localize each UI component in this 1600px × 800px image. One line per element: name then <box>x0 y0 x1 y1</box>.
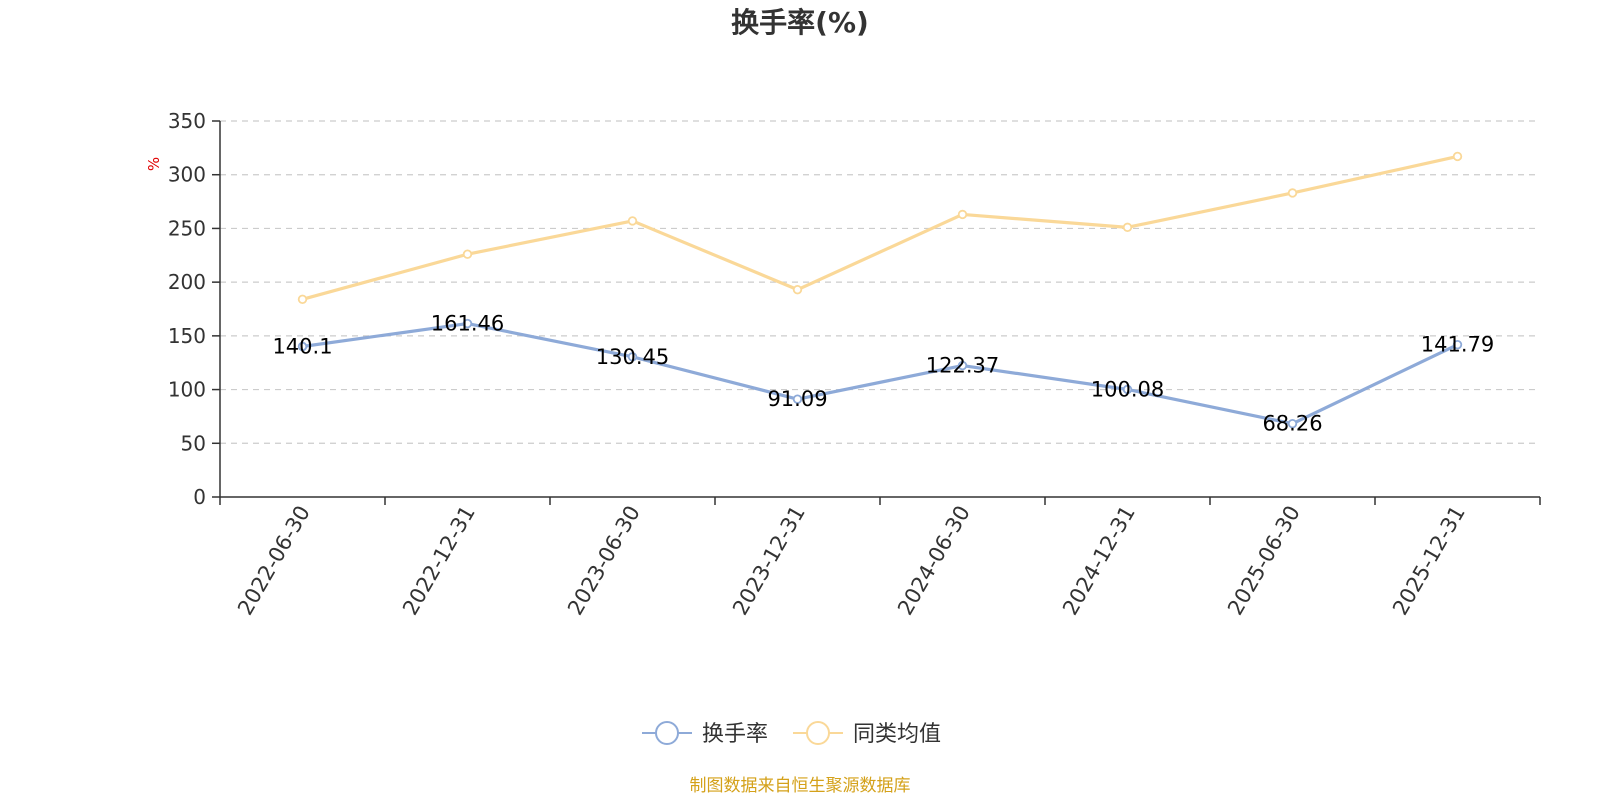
source-note: 制图数据来自恒生聚源数据库 <box>690 776 911 796</box>
data-point <box>957 360 968 371</box>
data-point <box>1452 339 1463 350</box>
data-label: 141.79 <box>1421 333 1494 357</box>
data-point <box>627 216 638 226</box>
y-tick-label: 250 <box>168 216 206 240</box>
legend-marker-icon <box>806 721 830 745</box>
y-tick-label: 200 <box>168 270 206 294</box>
data-point <box>792 284 803 295</box>
data-label: 140.1 <box>272 334 332 358</box>
y-tick-label: 150 <box>168 324 206 348</box>
data-label: 100.08 <box>1091 377 1164 401</box>
legend: 换手率 同类均值 <box>642 721 941 747</box>
data-label: 91.09 <box>767 387 827 411</box>
data-label: 161.46 <box>431 312 504 336</box>
y-tick-label: 50 <box>181 431 206 455</box>
x-tick-label: 2023-06-30 <box>563 502 645 620</box>
series <box>297 151 1463 429</box>
x-tick-label: 2024-12-31 <box>1058 502 1140 620</box>
grid-lines <box>220 120 1540 444</box>
y-tick-label: 350 <box>168 109 206 133</box>
data-point <box>297 294 308 305</box>
y-axis-ticks: 0 50 100 150 200 250 300 350 <box>168 109 220 509</box>
chart-title: 换手率(%) <box>731 6 869 39</box>
legend-label: 换手率 <box>702 722 768 747</box>
data-point <box>792 394 803 404</box>
y-tick-label: 0 <box>193 485 206 509</box>
data-point <box>462 318 473 329</box>
axes <box>219 121 1540 498</box>
data-label: 122.37 <box>926 354 999 378</box>
x-tick-label: 2023-12-31 <box>728 502 810 620</box>
data-label: 68.26 <box>1262 412 1322 436</box>
x-tick-label: 2022-12-31 <box>398 502 480 620</box>
data-point <box>1452 151 1463 162</box>
data-point <box>297 341 308 352</box>
data-point <box>462 249 473 259</box>
data-labels: 140.1 161.46 130.45 91.09 122.37 100.08 68.26 1… <box>272 312 1494 436</box>
data-point <box>627 352 638 362</box>
legend-marker-icon <box>655 721 679 745</box>
data-point <box>1122 384 1133 395</box>
x-axis-ticks: 2022-06-30 2022-12-31 2023-06-30 2023-12-31… <box>219 497 1541 620</box>
x-tick-label: 2025-06-30 <box>1223 502 1305 620</box>
data-point <box>1287 188 1298 198</box>
x-tick-label: 2022-06-30 <box>233 502 315 620</box>
y-tick-label: 300 <box>168 163 206 187</box>
x-tick-label: 2024-06-30 <box>893 502 975 620</box>
y-tick-label: 100 <box>168 378 206 402</box>
series-line <box>302 321 1459 426</box>
series-line <box>302 154 1458 301</box>
y-axis-unit-label: % <box>145 157 163 171</box>
x-tick-label: 2025-12-31 <box>1388 502 1470 620</box>
data-point <box>1287 418 1298 429</box>
data-point <box>957 209 968 220</box>
data-point <box>1122 222 1133 233</box>
data-label: 130.45 <box>596 345 669 369</box>
legend-label: 同类均值 <box>853 722 941 747</box>
